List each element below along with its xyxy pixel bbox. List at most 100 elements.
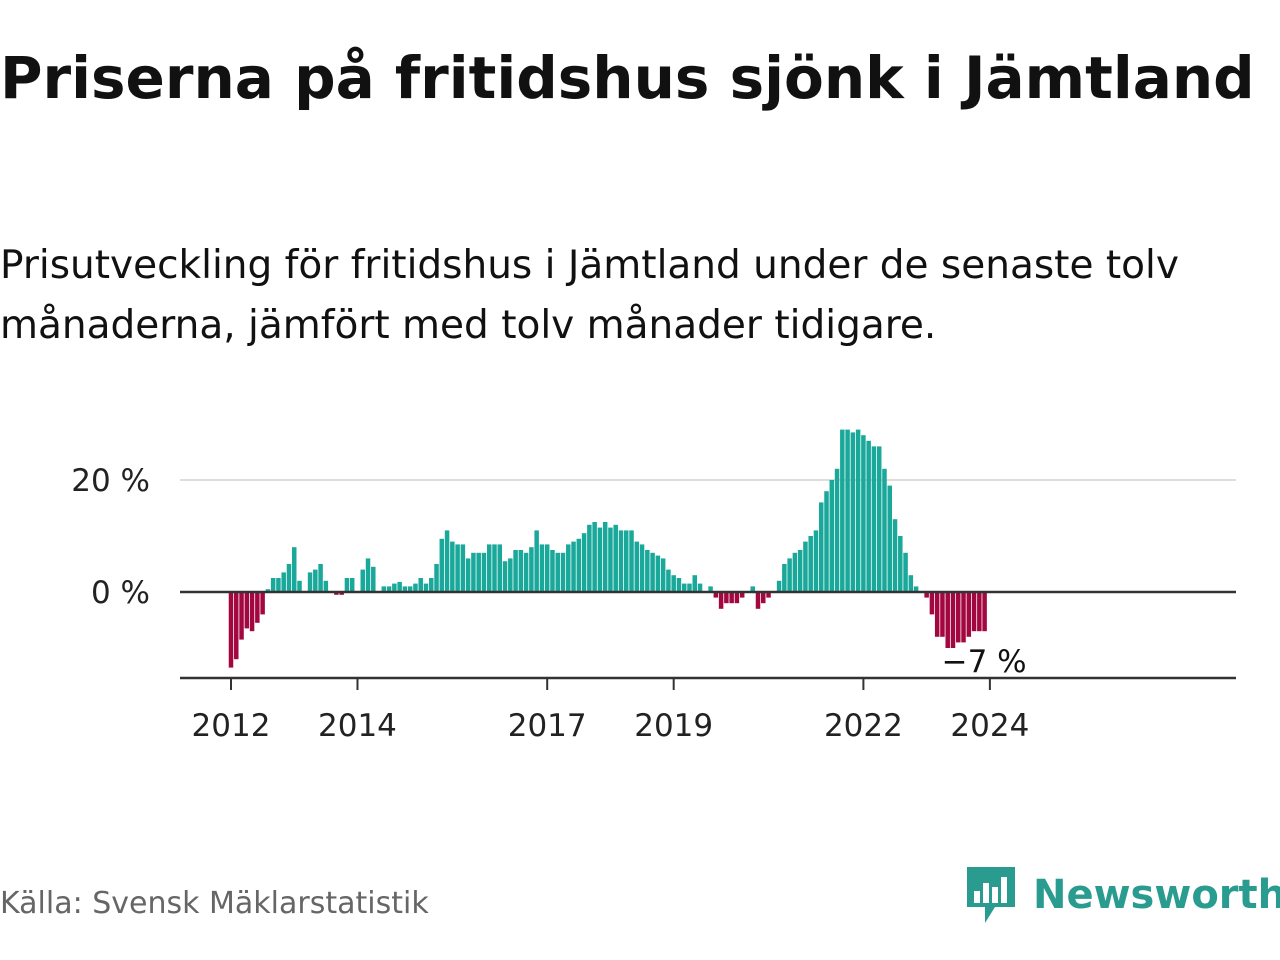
bar [797, 550, 803, 592]
bar [407, 586, 413, 592]
bar [471, 552, 476, 592]
bar [650, 552, 655, 592]
bar [618, 530, 624, 592]
bar [871, 446, 877, 592]
bar [539, 544, 545, 592]
chart-subtitle: Prisutveckling för fritidshus i Jämtland… [0, 243, 1179, 348]
bar [228, 592, 234, 668]
bar [249, 592, 255, 632]
bar [392, 583, 397, 592]
bar [360, 569, 365, 592]
bar [349, 578, 355, 592]
x-tick-label: 2017 [508, 708, 587, 744]
bar [971, 592, 977, 632]
bar [276, 578, 281, 592]
bar [334, 592, 339, 595]
bar [386, 586, 392, 592]
chart-title: Priserna på fritidshus sjönk i Jämtland [0, 44, 1255, 112]
bar [307, 572, 313, 592]
bar [608, 527, 613, 592]
bar [713, 592, 719, 598]
bar [576, 538, 582, 592]
bar [508, 558, 513, 592]
bar [945, 592, 950, 648]
bar [492, 544, 497, 592]
bar [956, 592, 961, 643]
source-note: Källa: Svensk Mäklarstatistik [0, 886, 429, 921]
bar [913, 586, 919, 592]
bar-chart: 0 % 20 % 2012 2014 2017 2019 2022 2024 −7 % [71, 429, 1236, 744]
x-tick-label: 2019 [634, 708, 713, 744]
x-tick-label: 2024 [950, 708, 1029, 744]
bar [803, 541, 808, 592]
bar [782, 564, 787, 592]
x-tick-label: 2022 [824, 708, 903, 744]
bar [497, 544, 503, 592]
bar [982, 592, 987, 632]
bar [260, 592, 265, 615]
bar [313, 569, 318, 592]
bar [876, 446, 882, 592]
bar [518, 550, 524, 592]
bar [450, 541, 455, 592]
bar [560, 552, 566, 592]
newsworthy-logo: Newsworthy [965, 865, 1280, 925]
bar [892, 519, 898, 592]
bar [776, 580, 782, 592]
newsworthy-logo-icon [967, 867, 1015, 923]
bar [724, 592, 729, 604]
bar [655, 555, 661, 592]
bar [365, 558, 371, 592]
bar [808, 536, 813, 592]
bar [639, 544, 645, 592]
bar [681, 583, 687, 592]
bar [850, 432, 856, 592]
bar [845, 429, 850, 592]
bar [624, 530, 629, 592]
bar [397, 581, 402, 592]
bar [887, 485, 892, 592]
bar [534, 530, 539, 592]
bar [666, 569, 671, 592]
last-value-label: −7 % [942, 644, 1027, 680]
bar [550, 550, 555, 592]
bar [824, 491, 829, 592]
bar [244, 592, 250, 629]
bar [687, 583, 692, 592]
bar [966, 592, 972, 637]
bar [513, 550, 518, 592]
bar [645, 550, 650, 592]
y-tick-label: 0 % [91, 575, 150, 611]
bar [571, 541, 576, 592]
bar [323, 580, 329, 592]
bar [750, 586, 755, 592]
bar [729, 592, 734, 604]
bar [692, 575, 698, 592]
bar [718, 592, 724, 609]
bar [734, 592, 740, 604]
bar [660, 558, 666, 592]
bar [755, 592, 761, 609]
bar [460, 544, 466, 592]
bar [834, 468, 840, 592]
bar [566, 544, 571, 592]
bar [950, 592, 956, 648]
newsworthy-logo-text: Newsworthy [1033, 872, 1280, 918]
bar [898, 536, 903, 592]
bar [861, 435, 866, 592]
bar [423, 583, 429, 592]
bar [297, 580, 302, 592]
bar [239, 592, 244, 640]
bar [455, 544, 460, 592]
bar [465, 558, 471, 592]
bar [697, 583, 703, 592]
bar [818, 502, 824, 592]
bar [977, 592, 982, 632]
tick-labels: 0 % 20 % 2012 2014 2017 2019 2022 2024 −7 % [71, 463, 1029, 744]
bar [318, 564, 323, 592]
bar [234, 592, 239, 660]
bar [265, 589, 271, 592]
bar [413, 583, 418, 592]
bar [486, 544, 492, 592]
bar [339, 592, 344, 595]
